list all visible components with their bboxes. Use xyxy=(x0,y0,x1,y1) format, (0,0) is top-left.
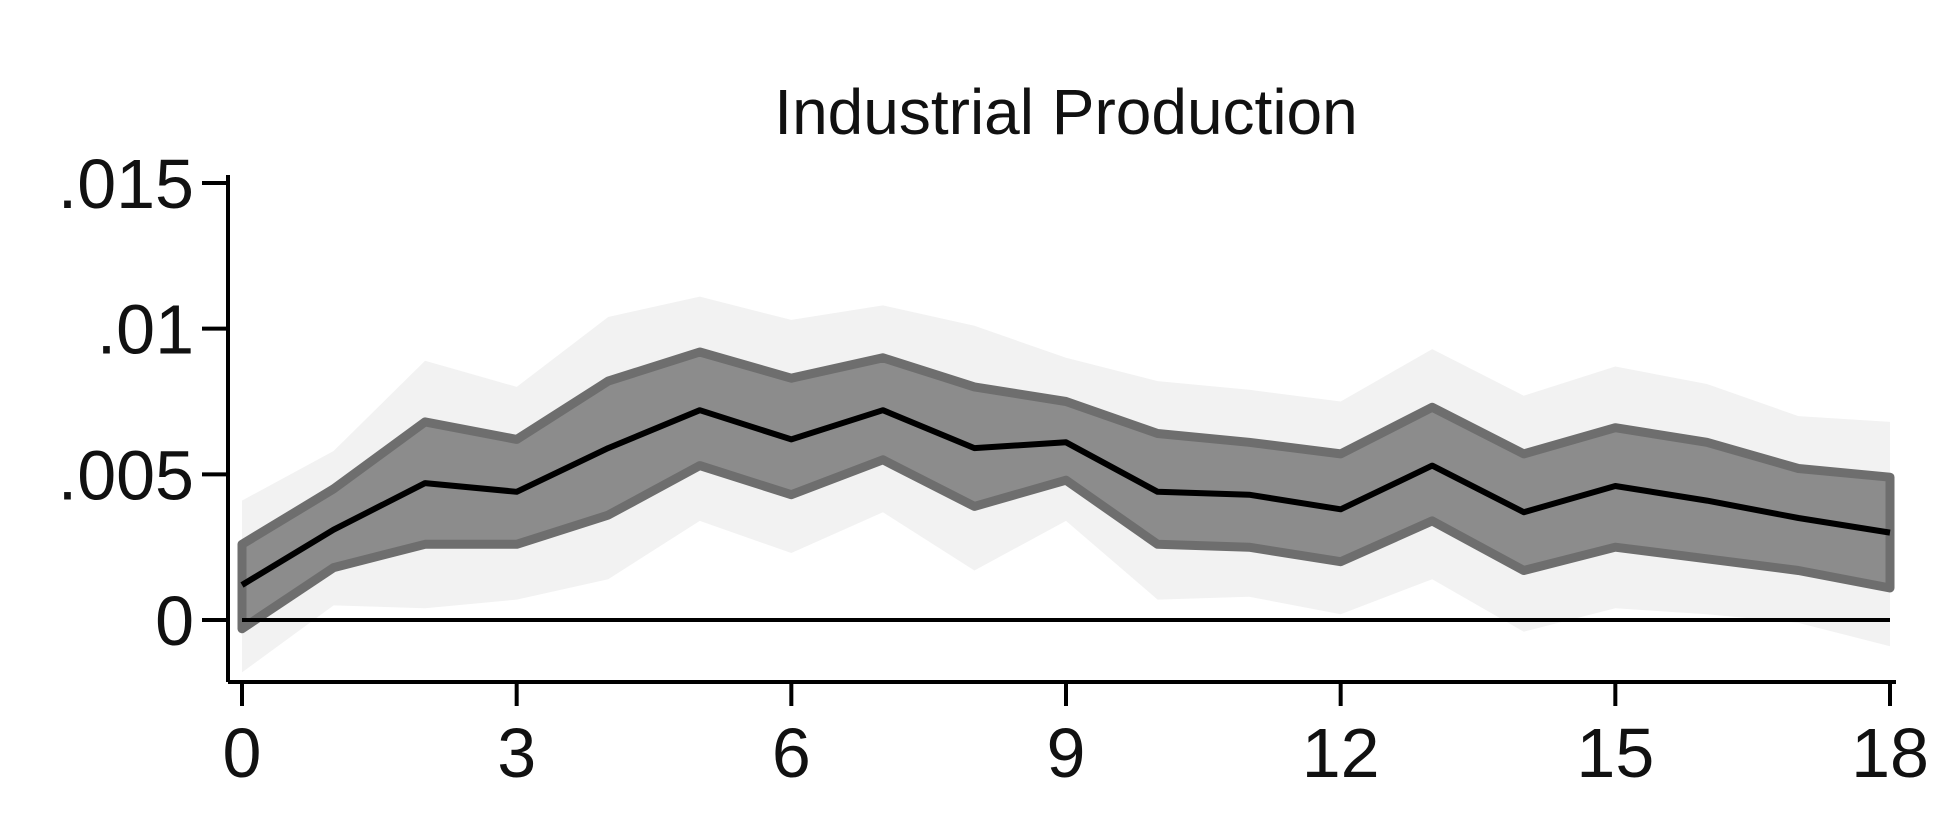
plot-area: 0 .005 .01 .015 0 3 6 9 12 15 18 xyxy=(58,145,1929,792)
x-tick-label: 0 xyxy=(223,714,262,792)
x-tick-label: 18 xyxy=(1851,714,1929,792)
x-tick-label: 15 xyxy=(1576,714,1654,792)
chart-title: Industrial Production xyxy=(774,76,1357,148)
x-tick-label: 6 xyxy=(772,714,811,792)
x-tick-label: 12 xyxy=(1302,714,1380,792)
inner-confidence-band xyxy=(237,347,1895,634)
x-tick-label: 9 xyxy=(1047,714,1086,792)
point-estimate-line xyxy=(240,407,1891,588)
y-tick-label: 0 xyxy=(155,582,194,660)
y-tick-label: .005 xyxy=(58,436,194,514)
x-tick-label: 3 xyxy=(497,714,536,792)
y-tick-label: .015 xyxy=(58,145,194,223)
y-tick-label: .01 xyxy=(97,291,194,369)
